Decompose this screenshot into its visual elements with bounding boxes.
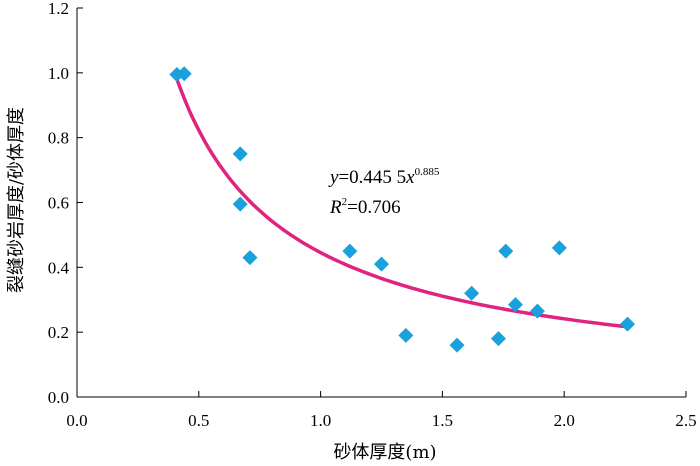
x-tick-label: 2.0 [554,411,575,430]
r-squared-label: R2=0.706 [329,196,401,218]
y-tick-label: 0.8 [48,129,69,148]
x-axis-title: 砂体厚度(m) [333,442,436,463]
y-tick-label: 1.2 [48,0,69,18]
data-point [232,196,248,212]
x-tick-label: 0.0 [66,411,87,430]
y-tick-label: 1.0 [48,64,69,83]
data-point [464,285,480,301]
x-tick-label: 0.5 [188,411,209,430]
data-point [398,327,414,343]
data-point [490,331,506,347]
y-tick-label: 0.0 [48,388,69,407]
x-tick-label: 1.5 [432,411,453,430]
fit-curve [172,70,630,329]
data-point [507,297,523,313]
data-point [529,303,545,319]
data-point [242,250,258,266]
plot-area: 0.0 0.2 0.4 0.6 0.8 1.0 1.2 0.0 0.5 1.0 1.5 2.0 2.5 [48,0,697,430]
y-tick-label: 0.6 [48,194,69,213]
data-point [342,243,358,259]
data-point [498,243,514,259]
data-point [176,66,192,82]
data-point [551,240,567,256]
x-tick-label: 1.0 [310,411,331,430]
x-tick-label: 2.5 [675,411,696,430]
data-point [620,316,636,332]
data-point [232,146,248,162]
fit-equation: y=0.445 5x0.885 [328,166,440,188]
data-point [449,337,465,353]
y-tick-label: 0.4 [48,258,70,277]
y-axis-title: 裂缝砂岩厚度/砂体厚度 [6,107,27,293]
y-tick-label: 0.2 [48,323,69,342]
data-point [374,256,389,272]
